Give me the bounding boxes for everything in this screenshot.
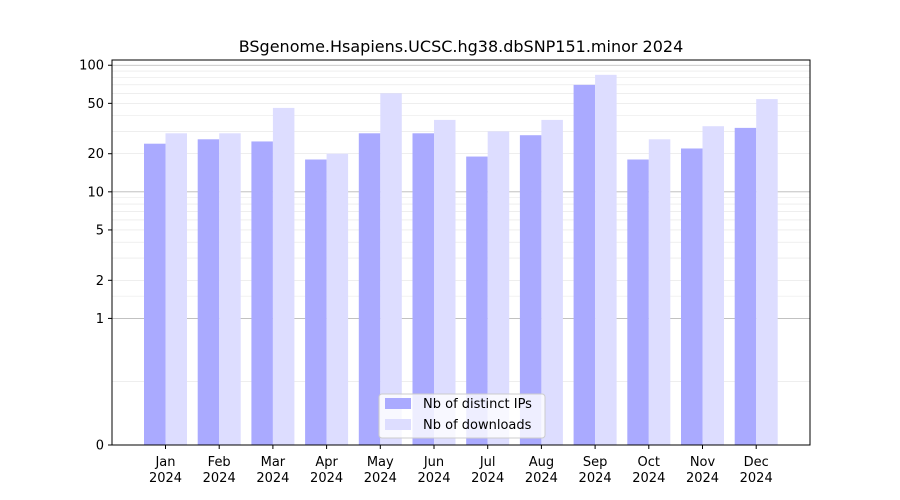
x-tick-label-month: Jan (154, 455, 175, 470)
y-tick-label: 50 (87, 97, 104, 112)
bar-downloads-apr (326, 153, 349, 446)
x-tick-label-month: Sep (583, 455, 608, 470)
x-tick-label-year: 2024 (632, 471, 665, 486)
bar-downloads-jan (165, 133, 187, 445)
bar-distinct-ips-feb (197, 139, 220, 445)
legend-label-distinct-ips: Nb of distinct IPs (423, 397, 532, 412)
x-tick-label-year: 2024 (364, 471, 397, 486)
x-tick-label-month: Feb (208, 455, 231, 470)
plot-frame (111, 59, 811, 446)
bar-distinct-ips-jan (144, 143, 166, 445)
y-tick-label: 2 (96, 274, 104, 289)
x-tick-label-month: Nov (690, 455, 716, 470)
bar-downloads-jul (487, 131, 510, 445)
bar-downloads-may (380, 93, 402, 445)
x-tick-label-month: Apr (315, 455, 338, 470)
legend-swatch-distinct-ips (385, 398, 411, 409)
x-tick-label-year: 2024 (686, 471, 719, 486)
bar-distinct-ips-apr (305, 159, 327, 445)
bars (144, 74, 778, 446)
x-tick-label-year: 2024 (203, 471, 236, 486)
x-tick-label-month: Mar (261, 455, 286, 470)
x-tick-label-month: Aug (529, 455, 554, 470)
legend: Nb of distinct IPs Nb of downloads (378, 393, 546, 439)
x-tick-label-year: 2024 (740, 471, 773, 486)
bar-distinct-ips-mar (251, 141, 273, 445)
bar-distinct-ips-dec (734, 127, 757, 445)
bar-distinct-ips-oct (627, 159, 649, 445)
legend-label-downloads: Nb of downloads (423, 418, 532, 433)
x-tick-label-year: 2024 (471, 471, 504, 486)
bar-downloads-sep (595, 74, 617, 445)
y-tick-label: 1 (96, 312, 104, 327)
y-tick-label: 20 (87, 147, 104, 162)
x-tick-label-month: Oct (638, 455, 660, 470)
x-tick-label-month: Jul (479, 455, 496, 470)
bar-downloads-oct (648, 139, 671, 445)
y-tick-label: 100 (79, 59, 104, 74)
bar-distinct-ips-jun (412, 133, 434, 445)
x-tick-label-month: May (367, 455, 394, 470)
bar-distinct-ips-may (358, 133, 381, 445)
x-tick-label-year: 2024 (149, 471, 182, 486)
bar-downloads-aug (541, 119, 563, 445)
x-tick-label-month: Dec (744, 455, 769, 470)
bar-downloads-nov (702, 126, 724, 446)
x-tick-label-month: Jun (423, 455, 444, 470)
x-axis: Jan2024Feb2024Mar2024Apr2024May2024Jun20… (149, 445, 773, 486)
bar-downloads-dec (756, 99, 778, 445)
bar-distinct-ips-aug (519, 135, 542, 445)
bar-downloads-jun (434, 119, 456, 445)
x-tick-label-year: 2024 (579, 471, 612, 486)
x-tick-label-year: 2024 (256, 471, 289, 486)
y-tick-label: 0 (96, 439, 104, 454)
y-tick-label: 5 (96, 223, 104, 238)
bar-distinct-ips-sep (573, 84, 596, 445)
x-tick-label-year: 2024 (417, 471, 450, 486)
x-tick-label-year: 2024 (525, 471, 558, 486)
y-axis: 0 1 2 5 10 20 50 100 (79, 59, 112, 454)
x-tick-label-year: 2024 (310, 471, 343, 486)
legend-box (378, 393, 546, 439)
y-tick-label: 10 (87, 185, 104, 200)
bar-distinct-ips-nov (681, 148, 703, 445)
legend-swatch-downloads (385, 419, 411, 430)
bar-distinct-ips-jul (466, 156, 488, 446)
chart-title: BSgenome.Hsapiens.UCSC.hg38.dbSNP151.min… (239, 37, 684, 56)
bar-downloads-mar (272, 107, 295, 446)
bar-downloads-feb (219, 133, 241, 445)
